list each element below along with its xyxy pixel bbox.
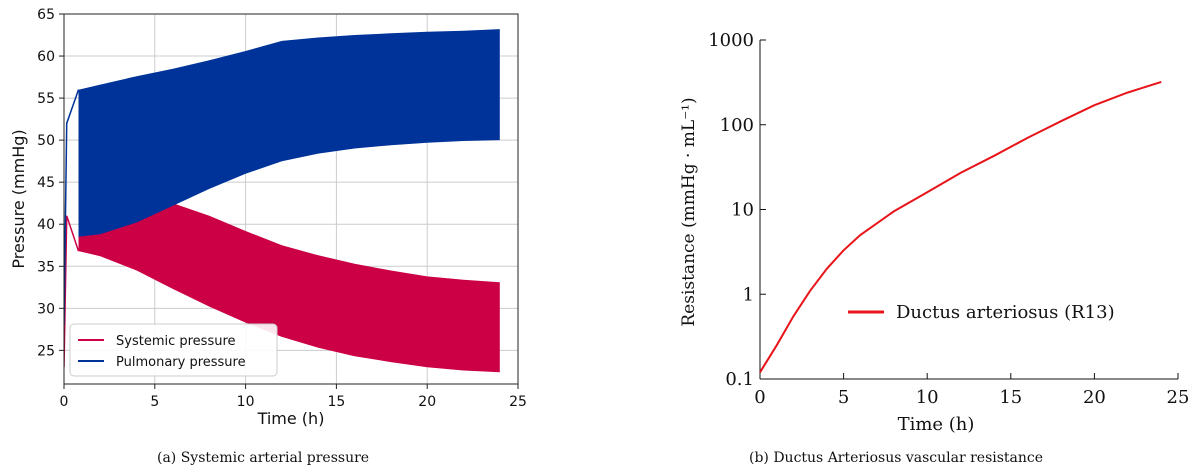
x-tick-label: 15 xyxy=(999,387,1022,408)
initial-transient-pulmonary xyxy=(64,89,80,326)
pressure-chart-xlabel: Time (h) xyxy=(257,409,325,428)
x-tick-label: 15 xyxy=(327,394,345,410)
x-tick-label: 25 xyxy=(509,394,527,410)
y-tick-label: 0.1 xyxy=(725,369,754,390)
y-tick-label: 60 xyxy=(37,49,55,65)
caption-b: (b) Ductus Arteriosus vascular resistanc… xyxy=(749,450,1044,466)
legend-label-systemic: Systemic pressure xyxy=(116,334,236,349)
resistance-chart-legend: Ductus arteriosus (R13) xyxy=(848,302,1115,323)
legend-label-pulmonary: Pulmonary pressure xyxy=(116,355,246,370)
x-tick-label: 25 xyxy=(1167,387,1190,408)
caption-a: (a) Systemic arterial pressure xyxy=(157,450,370,466)
y-tick-label: 100 xyxy=(720,115,754,136)
x-tick-label: 5 xyxy=(150,394,159,410)
y-tick-label: 1 xyxy=(743,284,754,305)
resistance-chart-ticks: 0 5 10 15 20 25 0.1 1 10 100 1000 xyxy=(708,30,1189,408)
y-tick-label: 55 xyxy=(37,91,55,107)
legend-label-ductus: Ductus arteriosus (R13) xyxy=(896,302,1115,323)
y-tick-label: 65 xyxy=(37,7,55,23)
x-tick-label: 10 xyxy=(916,387,939,408)
x-tick-label: 20 xyxy=(418,394,436,410)
pressure-chart-ylabel: Pressure (mmHg) xyxy=(9,129,28,268)
pressure-chart-frame xyxy=(63,13,519,385)
x-tick-label: 0 xyxy=(60,394,69,410)
area-band-systemic xyxy=(78,203,500,373)
y-tick-label: 1000 xyxy=(708,30,754,51)
y-tick-label: 35 xyxy=(37,259,55,275)
resistance-chart-ylabel: Resistance (mmHg · mL⁻¹) xyxy=(679,97,699,326)
x-tick-label: 5 xyxy=(838,387,849,408)
legend-box xyxy=(69,323,278,377)
x-tick-label: 0 xyxy=(754,387,765,408)
pressure-chart-areas xyxy=(64,29,500,373)
y-tick-label: 10 xyxy=(731,200,754,221)
pressure-chart: 0 5 10 15 20 25 25 30 35 40 45 50 55 60 65 Time (h) Pr… xyxy=(9,7,527,428)
initial-transient-systemic xyxy=(64,215,80,368)
pressure-chart-ticks: 0 5 10 15 20 25 25 30 35 40 45 50 55 60 65 xyxy=(37,7,527,410)
y-tick-label: 40 xyxy=(37,217,55,233)
x-tick-label: 20 xyxy=(1083,387,1106,408)
resistance-chart-xlabel: Time (h) xyxy=(898,414,975,435)
y-tick-label: 25 xyxy=(37,343,55,359)
pressure-chart-legend: Systemic pressure Pulmonary pressure xyxy=(69,323,278,377)
y-tick-label: 45 xyxy=(37,175,55,191)
y-tick-label: 30 xyxy=(37,301,55,317)
resistance-chart: 0 5 10 15 20 25 0.1 1 10 100 1000 Time (h) Resista… xyxy=(679,30,1189,435)
resistance-line xyxy=(759,80,1162,373)
area-band-pulmonary xyxy=(78,29,500,237)
x-tick-label: 10 xyxy=(237,394,255,410)
y-tick-label: 50 xyxy=(37,133,55,149)
